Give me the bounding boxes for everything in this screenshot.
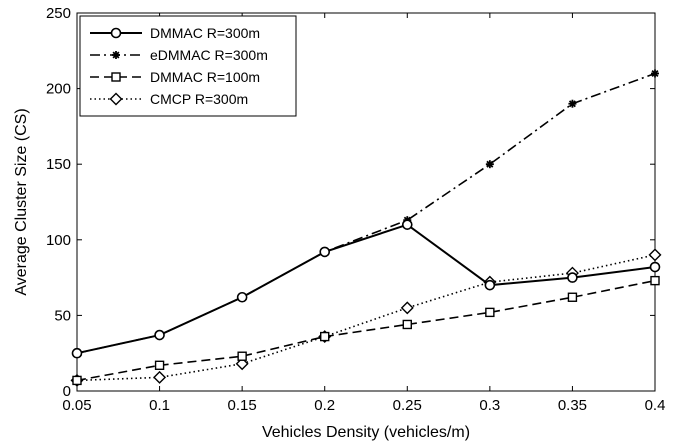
legend-label: CMCP R=300m xyxy=(150,91,248,107)
asterisk-marker xyxy=(568,99,577,108)
square-marker xyxy=(237,351,247,361)
legend-label: DMMAC R=300m xyxy=(150,25,260,41)
x-tick-label: 0.3 xyxy=(479,397,500,414)
circle-marker xyxy=(649,261,661,273)
x-axis-label: Vehicles Density (vehicles/m) xyxy=(262,424,470,441)
y-tick-label: 100 xyxy=(46,232,71,249)
asterisk-marker xyxy=(651,69,659,78)
square-marker xyxy=(485,307,495,318)
diamond-marker xyxy=(235,357,249,371)
square-marker xyxy=(567,292,578,302)
square-marker xyxy=(111,72,121,82)
circle-marker xyxy=(110,27,122,39)
square-marker xyxy=(650,275,660,286)
series-line xyxy=(76,72,656,354)
square-marker xyxy=(72,375,82,386)
square-marker xyxy=(402,319,412,330)
circle-marker xyxy=(71,347,83,359)
circle-marker xyxy=(484,279,496,291)
circle-marker xyxy=(236,291,248,303)
y-tick-label: 250 xyxy=(46,5,71,22)
circle-marker xyxy=(319,246,331,258)
circle-marker xyxy=(567,272,578,283)
y-axis-label: Average Cluster Size (CS) xyxy=(13,108,30,295)
legend-entry: eDMMAC R=300m xyxy=(90,47,268,63)
series-line xyxy=(76,223,656,355)
legend: DMMAC R=300m eDMMAC R=300m DMMAC R=100m CMC… xyxy=(79,15,297,117)
x-tick-label: 0.25 xyxy=(393,397,422,414)
x-tick-label: 0.2 xyxy=(314,397,335,414)
diamond-marker xyxy=(153,370,167,384)
asterisk-marker xyxy=(485,160,494,169)
asterisk-marker xyxy=(112,51,120,59)
series-layer xyxy=(70,69,662,387)
x-tick-label: 0.4 xyxy=(645,397,666,414)
circle-marker xyxy=(401,219,413,230)
y-tick-label: 200 xyxy=(46,81,71,98)
y-tick-label: 150 xyxy=(46,156,71,173)
y-tick-label: 50 xyxy=(54,307,71,324)
y-tick-label: 0 xyxy=(63,383,71,400)
diamond-marker xyxy=(648,248,662,262)
legend-entry: DMMAC R=300m xyxy=(90,25,260,41)
series-2 xyxy=(72,275,660,386)
diamond-marker xyxy=(109,92,123,106)
legend-entry: CMCP R=300m xyxy=(90,91,248,107)
diamond-marker xyxy=(400,301,414,315)
x-tick-label: 0.1 xyxy=(149,397,170,414)
series-0 xyxy=(71,219,661,359)
series-line xyxy=(76,254,656,382)
square-marker xyxy=(320,331,330,342)
x-tick-label: 0.35 xyxy=(558,397,587,414)
square-marker xyxy=(154,360,165,370)
x-tick-label: 0.05 xyxy=(62,397,91,414)
x-tick-label: 0.15 xyxy=(228,397,257,414)
legend-label: eDMMAC R=300m xyxy=(150,47,268,63)
legend-label: DMMAC R=100m xyxy=(150,69,260,85)
circle-marker xyxy=(154,329,165,341)
axis-ticks: 0.05 0.1 0.15 0.2 0.25 0.3 0.35 0.4 0 50 100 150 200… xyxy=(46,5,665,414)
legend-entry: DMMAC R=100m xyxy=(90,69,260,85)
